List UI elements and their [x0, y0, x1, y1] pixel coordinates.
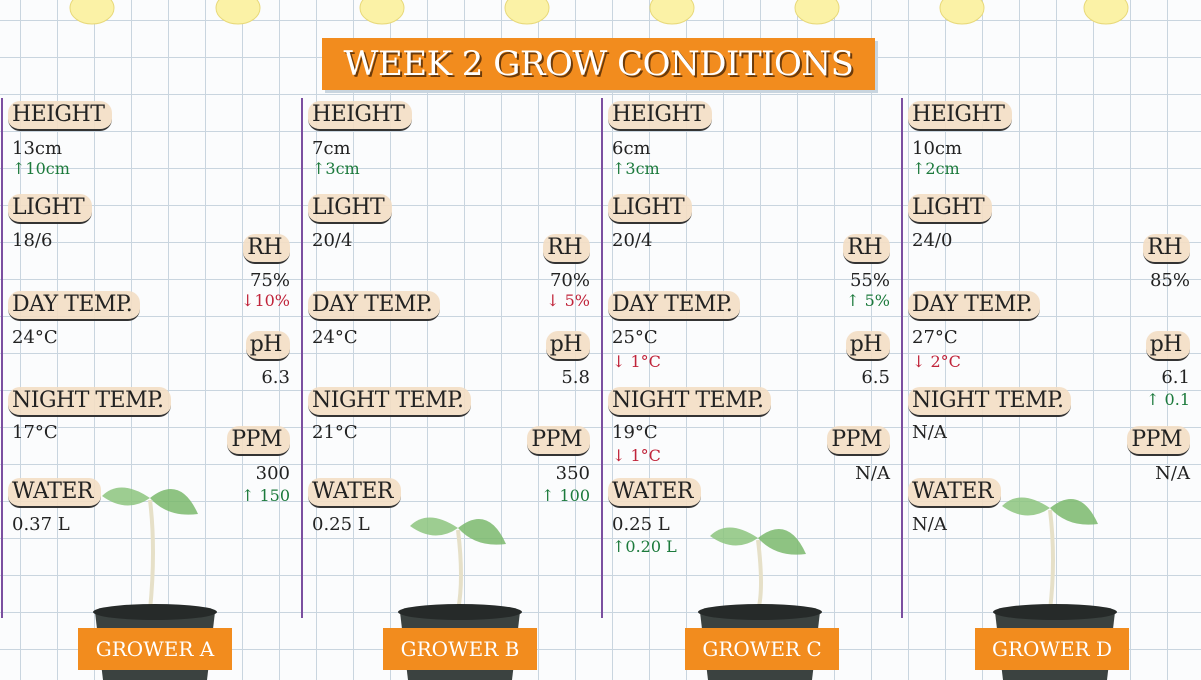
- metric-label: DAY TEMP.: [8, 291, 141, 321]
- metric-value: 24°C: [12, 327, 58, 348]
- metric-value: 24/0: [912, 230, 953, 251]
- grower-label: GROWER B: [383, 628, 537, 670]
- metric-label: RH: [543, 234, 590, 264]
- metric-value: 0.25 L: [612, 514, 670, 535]
- metric-change: ↓ 5%: [546, 291, 590, 310]
- metric-value: 21°C: [312, 422, 358, 443]
- metric-value: N/A: [912, 422, 947, 443]
- metric-change: ↑3cm: [312, 159, 360, 178]
- metric-label: NIGHT TEMP.: [8, 387, 172, 417]
- metric-value: 17°C: [12, 422, 58, 443]
- metric-value: N/A: [855, 463, 890, 484]
- metric-label: pH: [245, 331, 290, 361]
- metric-value: 0.25 L: [312, 514, 370, 535]
- metric-value: 75%: [249, 270, 290, 291]
- metric-change: ↑ 100: [540, 486, 590, 505]
- metric-label: PPM: [827, 426, 890, 456]
- metric-change: ↑0.20 L: [612, 537, 677, 556]
- metric-label: WATER: [308, 478, 401, 508]
- metric-label: WATER: [608, 478, 701, 508]
- metric-label: HEIGHT: [608, 101, 713, 131]
- metric-label: DAY TEMP.: [608, 291, 741, 321]
- metric-change: ↑2cm: [912, 159, 960, 178]
- metric-value: 6cm: [612, 138, 651, 159]
- metric-value: 20/4: [612, 230, 653, 251]
- metric-label: NIGHT TEMP.: [908, 387, 1072, 417]
- metric-label: LIGHT: [308, 194, 393, 224]
- metric-value: 13cm: [12, 138, 63, 159]
- metric-label: PPM: [1127, 426, 1190, 456]
- grower-label: GROWER C: [685, 628, 839, 670]
- column-divider: [601, 98, 603, 618]
- metric-value: 300: [255, 463, 290, 484]
- metric-value: 5.8: [561, 367, 590, 388]
- metric-change: ↓ 1°C: [612, 446, 661, 465]
- metric-value: 85%: [1149, 270, 1190, 291]
- metric-label: pH: [845, 331, 890, 361]
- metric-change: ↓ 2°C: [912, 352, 961, 371]
- metric-label: RH: [1143, 234, 1190, 264]
- metric-value: 19°C: [612, 422, 658, 443]
- metric-change: ↑ 0.1: [1146, 390, 1190, 409]
- metric-change: ↑10cm: [12, 159, 70, 178]
- metric-value: 24°C: [312, 327, 358, 348]
- metric-change: ↑ 150: [240, 486, 290, 505]
- metric-label: DAY TEMP.: [908, 291, 1041, 321]
- metric-label: LIGHT: [608, 194, 693, 224]
- column-divider: [901, 98, 903, 618]
- metric-label: PPM: [527, 426, 590, 456]
- metric-label: WATER: [908, 478, 1001, 508]
- metric-value: 27°C: [912, 327, 958, 348]
- metric-value: 350: [555, 463, 590, 484]
- metric-value: 6.1: [1161, 367, 1190, 388]
- column-divider: [1, 98, 3, 618]
- metric-label: LIGHT: [908, 194, 993, 224]
- metric-value: 7cm: [312, 138, 351, 159]
- metric-value: N/A: [1155, 463, 1190, 484]
- metric-label: pH: [1145, 331, 1190, 361]
- column-divider: [301, 98, 303, 618]
- grower-label: GROWER D: [975, 628, 1129, 670]
- title: WEEK 2 GROW CONDITIONS: [322, 38, 875, 90]
- metric-label: pH: [545, 331, 590, 361]
- metric-value: 25°C: [612, 327, 658, 348]
- metric-value: 6.3: [261, 367, 290, 388]
- metric-value: 18/6: [12, 230, 53, 251]
- metric-value: 20/4: [312, 230, 353, 251]
- metric-label: NIGHT TEMP.: [608, 387, 772, 417]
- metric-label: RH: [843, 234, 890, 264]
- metric-label: HEIGHT: [908, 101, 1013, 131]
- metric-change: ↓ 1°C: [612, 352, 661, 371]
- metric-label: PPM: [227, 426, 290, 456]
- metric-value: 6.5: [861, 367, 890, 388]
- metric-label: HEIGHT: [8, 101, 113, 131]
- metric-change: ↓10%: [241, 291, 290, 310]
- grower-label: GROWER A: [78, 628, 232, 670]
- metric-value: 10cm: [912, 138, 963, 159]
- metric-label: WATER: [8, 478, 101, 508]
- metric-label: RH: [243, 234, 290, 264]
- metric-label: NIGHT TEMP.: [308, 387, 472, 417]
- metric-value: 0.37 L: [12, 514, 70, 535]
- metric-label: LIGHT: [8, 194, 93, 224]
- metric-value: 55%: [849, 270, 890, 291]
- metric-label: DAY TEMP.: [308, 291, 441, 321]
- metric-value: N/A: [912, 514, 947, 535]
- metric-change: ↑ 5%: [846, 291, 890, 310]
- metric-value: 70%: [549, 270, 590, 291]
- metric-change: ↑3cm: [612, 159, 660, 178]
- metric-label: HEIGHT: [308, 101, 413, 131]
